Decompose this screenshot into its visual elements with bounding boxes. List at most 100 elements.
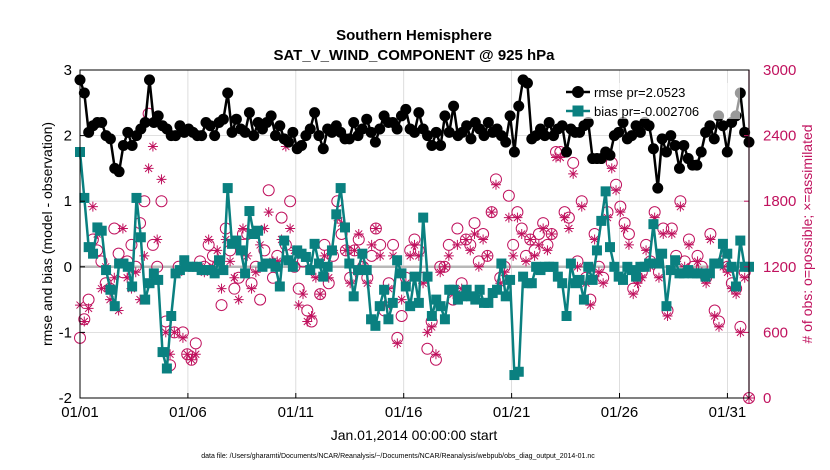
assimilated-obs-point <box>315 289 326 300</box>
bias-point <box>609 261 620 272</box>
x-tick-label: 01/31 <box>709 404 747 421</box>
rmse-point <box>582 116 594 128</box>
rmse-point <box>78 87 90 99</box>
bias-point <box>717 238 728 249</box>
bias-point <box>322 261 333 272</box>
rmse-point <box>348 116 360 128</box>
bias-point <box>578 294 589 305</box>
rmse-point <box>504 110 516 122</box>
rmse-point <box>230 113 242 125</box>
bias-point <box>652 258 663 269</box>
possible-obs-point <box>451 222 464 235</box>
possible-obs-point <box>421 342 434 355</box>
rmse-point <box>691 159 703 171</box>
rmse-point <box>435 139 447 151</box>
bias-point <box>353 265 364 276</box>
bias-point <box>274 281 285 292</box>
rmse-point <box>513 100 525 112</box>
assimilated-obs-point <box>298 289 308 300</box>
assimilated-obs-point <box>486 207 497 218</box>
possible-obs-point <box>189 337 202 350</box>
bias-point <box>591 245 602 256</box>
assimilated-obs-point <box>435 267 446 278</box>
bias-point <box>657 248 668 259</box>
rmse-point <box>443 126 455 138</box>
bias-point <box>174 265 185 276</box>
assimilated-obs-point <box>147 141 158 152</box>
bias-point <box>392 255 403 266</box>
assimilated-obs-point <box>611 185 622 196</box>
assimilated-obs-point <box>83 303 94 314</box>
bias-point <box>209 268 220 279</box>
possible-obs-point <box>155 195 168 208</box>
bias-point <box>583 261 594 272</box>
rmse-point <box>369 136 381 148</box>
assimilated-obs-point <box>731 289 742 300</box>
y-tick-label-left: 2 <box>64 128 72 145</box>
bias-point <box>279 235 290 246</box>
rmse-point <box>461 120 473 132</box>
assimilated-obs-point <box>177 332 188 343</box>
assimilated-obs-point <box>263 207 274 218</box>
series-lines <box>74 74 755 381</box>
rmse-point <box>361 113 373 125</box>
bias-point <box>135 232 146 243</box>
assimilated-obs-point <box>516 229 527 239</box>
x-tick-label: 01/21 <box>493 404 531 421</box>
rmse-point <box>391 123 403 135</box>
rmse-point <box>543 116 555 128</box>
assimilated-obs-point <box>375 250 386 261</box>
assimilated-obs-point <box>130 267 141 278</box>
assimilated-obs-point <box>473 261 484 272</box>
assimilated-obs-point <box>508 250 519 261</box>
assimilated-obs-point <box>563 223 574 234</box>
assimilated-obs-point <box>589 234 600 245</box>
assimilated-obs-point <box>658 229 669 239</box>
legend: rmse pr=2.0523 bias pr=-0.002706 <box>560 83 740 119</box>
bias-point <box>218 265 229 276</box>
bias-point <box>127 281 138 292</box>
rmse-point <box>296 139 308 151</box>
bias-point <box>240 268 251 279</box>
assimilated-obs-point <box>156 174 167 185</box>
assimilated-obs-point <box>190 349 201 360</box>
assimilated-obs-point <box>370 223 381 234</box>
bias-point <box>604 242 615 253</box>
legend-rmse-label: rmse pr=2.0523 <box>594 85 685 100</box>
assimilated-obs-point <box>705 234 716 245</box>
rmse-point <box>269 130 281 142</box>
assimilated-obs-point <box>272 256 283 267</box>
bias-point <box>300 251 311 262</box>
assimilated-obs-point <box>649 212 660 223</box>
bias-point <box>626 265 637 276</box>
chart-title: Southern Hemisphere <box>336 27 492 44</box>
rmse-point <box>117 139 129 151</box>
rmse-point <box>287 126 299 138</box>
possible-obs-point <box>254 293 267 306</box>
assimilated-obs-point <box>555 152 566 163</box>
bias-point <box>574 274 585 285</box>
possible-obs-point <box>262 184 275 197</box>
rmse-point <box>144 74 156 86</box>
bias-point <box>518 271 529 282</box>
y-tick-label-left: 3 <box>64 62 72 79</box>
bias-point <box>357 248 368 259</box>
plot-frame <box>79 69 750 399</box>
bias-point <box>618 274 629 285</box>
rmse-point <box>656 133 668 145</box>
chart-subtitle: SAT_V_WIND_COMPONENT @ 925 hPa <box>273 47 555 64</box>
assimilated-obs-point <box>538 223 549 234</box>
bias-point <box>101 265 112 276</box>
y-tick-label-left: -1 <box>59 324 72 341</box>
rmse-point <box>708 133 720 145</box>
assimilated-obs-point <box>225 256 236 267</box>
assimilated-obs-point <box>512 212 523 223</box>
rmse-point <box>113 166 125 178</box>
assimilated-obs-point <box>606 163 617 174</box>
assimilated-obs-point <box>641 245 652 256</box>
bias-point <box>474 284 485 295</box>
legend-bias-marker <box>572 105 584 117</box>
bias-point <box>483 297 494 308</box>
y-tick-label-right: 3000 <box>763 62 796 79</box>
